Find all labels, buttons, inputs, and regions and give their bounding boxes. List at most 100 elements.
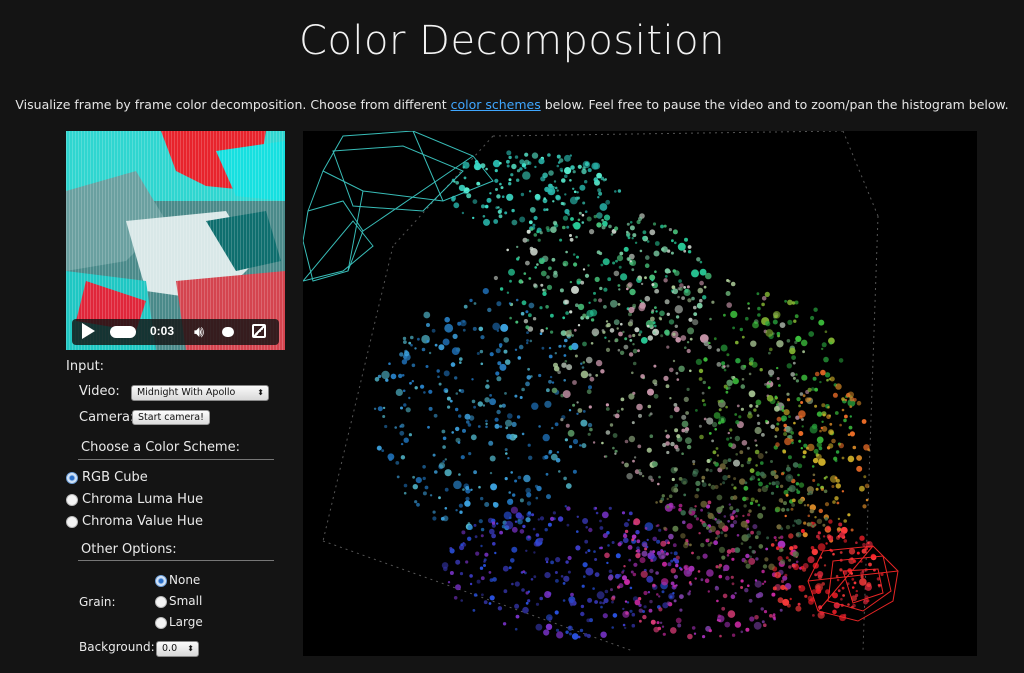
color-point xyxy=(562,316,566,320)
color-point xyxy=(438,344,445,351)
color-point xyxy=(757,313,761,317)
color-point xyxy=(507,498,514,505)
color-point xyxy=(725,387,729,390)
radio-label-grain-large: Large xyxy=(169,615,203,629)
color-point xyxy=(823,476,827,480)
color-point xyxy=(672,592,675,595)
color-point xyxy=(668,319,675,325)
color-point xyxy=(664,429,668,433)
radio-chroma-value-hue[interactable] xyxy=(66,516,78,528)
color-point xyxy=(428,406,433,411)
color-point xyxy=(628,435,636,443)
color-point xyxy=(621,571,624,574)
color-point xyxy=(543,197,546,200)
color-point xyxy=(746,446,750,450)
color-point xyxy=(794,340,798,344)
color-point xyxy=(579,444,582,447)
color-point xyxy=(745,316,749,321)
fullscreen-icon[interactable] xyxy=(252,324,266,338)
color-point xyxy=(754,439,757,442)
video-player[interactable]: 0:03 🔊︎ xyxy=(66,131,285,350)
volume-icon[interactable]: 🔊︎ xyxy=(194,322,205,341)
color-point xyxy=(655,524,658,528)
start-camera-button[interactable]: Start camera! xyxy=(132,410,210,425)
color-point xyxy=(535,623,543,631)
color-point xyxy=(765,321,771,327)
color-point xyxy=(567,213,570,216)
color-point xyxy=(458,473,461,476)
color-point xyxy=(709,458,713,461)
color-point xyxy=(642,614,647,620)
color-point xyxy=(601,225,606,230)
color-point xyxy=(582,268,586,271)
color-point xyxy=(818,508,823,514)
color-point xyxy=(692,460,696,464)
color-point xyxy=(676,378,680,381)
color-point xyxy=(716,599,719,603)
color-point xyxy=(727,458,732,462)
color-point xyxy=(692,319,699,326)
radio-rgb-cube[interactable] xyxy=(66,472,78,484)
color-point xyxy=(482,404,486,407)
color-point xyxy=(776,366,779,370)
background-select[interactable]: 0.0 ⬍ xyxy=(156,641,199,657)
color-point xyxy=(622,575,627,581)
color-point xyxy=(555,457,561,463)
color-point xyxy=(504,477,508,481)
video-select[interactable]: Midnight With Apollo ⬍ xyxy=(131,385,269,401)
color-point xyxy=(802,532,808,538)
color-point xyxy=(765,419,768,423)
color-point xyxy=(399,352,404,357)
color-point xyxy=(444,323,454,333)
color-schemes-link[interactable]: color schemes xyxy=(450,97,541,112)
color-point xyxy=(500,186,504,190)
color-point xyxy=(503,337,509,343)
color-point xyxy=(638,471,643,476)
color-point xyxy=(757,503,761,507)
radio-grain-small[interactable] xyxy=(155,596,167,608)
color-point xyxy=(577,196,581,200)
color-point xyxy=(829,475,838,483)
color-point xyxy=(699,268,707,276)
color-point xyxy=(577,218,581,222)
color-point xyxy=(478,485,481,489)
histogram-canvas[interactable] xyxy=(303,131,977,656)
color-point xyxy=(525,601,529,605)
color-point xyxy=(763,580,767,583)
color-point xyxy=(491,533,496,539)
color-point xyxy=(798,439,802,443)
color-point xyxy=(610,233,614,236)
color-point xyxy=(661,578,669,586)
color-point xyxy=(730,575,734,579)
color-point xyxy=(791,355,796,360)
color-point xyxy=(820,426,823,430)
color-point xyxy=(572,380,577,385)
color-point xyxy=(570,592,574,597)
color-point xyxy=(467,423,472,427)
color-point xyxy=(835,483,841,489)
color-point xyxy=(757,488,762,493)
color-point xyxy=(616,327,619,330)
radio-chroma-luma-hue[interactable] xyxy=(66,494,78,506)
color-point xyxy=(695,480,701,486)
color-point xyxy=(527,599,531,603)
play-icon[interactable] xyxy=(82,323,95,339)
color-point xyxy=(571,633,579,640)
volume-knob[interactable] xyxy=(222,327,234,337)
color-point xyxy=(678,503,683,508)
color-point xyxy=(506,248,509,252)
color-point xyxy=(554,610,559,615)
color-point xyxy=(566,225,570,229)
color-point xyxy=(849,431,856,437)
radio-grain-none[interactable] xyxy=(155,575,167,587)
color-point xyxy=(654,270,657,273)
color-point xyxy=(614,413,620,419)
color-histogram-3d[interactable] xyxy=(303,131,977,656)
color-point xyxy=(617,348,621,352)
color-point xyxy=(414,386,418,390)
color-point xyxy=(647,591,651,594)
color-point xyxy=(731,582,735,586)
radio-grain-large[interactable] xyxy=(155,617,167,629)
color-point xyxy=(572,253,576,256)
scrub-knob[interactable] xyxy=(110,326,136,338)
